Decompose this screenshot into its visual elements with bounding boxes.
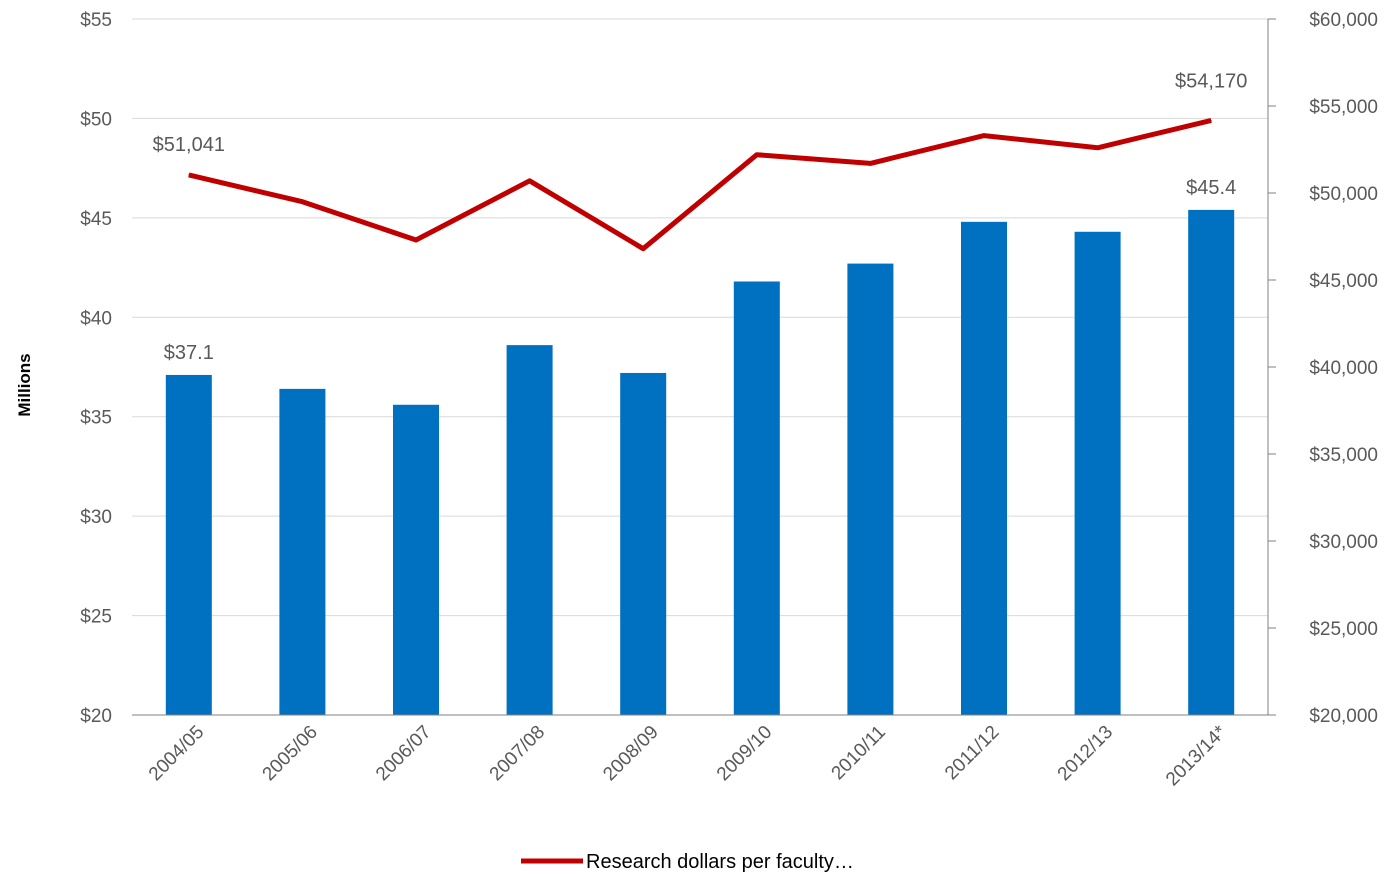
y2-tick-label: $50,000 (1309, 184, 1378, 205)
y-tick-label: $25 (80, 607, 112, 628)
y-tick-label: $30 (80, 507, 112, 528)
bar (165, 374, 212, 715)
y-tick-label: $50 (80, 109, 112, 130)
bar (847, 263, 894, 715)
x-tick-label: 2005/06 (259, 722, 322, 785)
line-point (301, 201, 303, 203)
data-labels: $37.1 $45.4 $51,041 $54,170 (153, 70, 1248, 364)
x-tick-label: 2011/12 (941, 722, 1003, 784)
y2-tick-label: $35,000 (1309, 445, 1378, 466)
bar-series (165, 209, 1235, 715)
y-axis-title: Millions (15, 353, 34, 416)
line-point (188, 174, 190, 176)
y-tick-label: $55 (80, 10, 112, 31)
y-tick-label: $20 (80, 706, 112, 727)
x-tick-label: 2004/05 (145, 722, 208, 785)
bar (961, 221, 1007, 715)
line-point (642, 248, 644, 250)
x-tick-label: 2012/13 (1054, 722, 1117, 785)
y-tick-label: $45 (80, 209, 112, 230)
line-series (188, 118, 1212, 252)
line-point (983, 135, 985, 137)
y-tick-label: $40 (80, 308, 112, 329)
line-point (415, 239, 417, 241)
line-point (869, 162, 871, 164)
bar (1188, 209, 1235, 715)
bar (1074, 231, 1121, 715)
y2-tick-label: $20,000 (1309, 706, 1378, 727)
bar (279, 388, 326, 715)
line-data-label: $51,041 (153, 134, 225, 156)
x-tick-label: 2007/08 (486, 722, 549, 785)
x-tick-label: 2006/07 (372, 722, 435, 785)
legend-label: Research dollars per faculty… (586, 851, 854, 873)
bar (733, 281, 780, 715)
line-point (756, 154, 758, 156)
x-tick-label: 2010/11 (828, 722, 890, 784)
x-tick-label: 2009/10 (713, 722, 776, 785)
bar-data-label: $45.4 (1186, 177, 1236, 199)
line-data-label: $54,170 (1175, 70, 1247, 92)
y2-tick-label: $40,000 (1309, 358, 1378, 379)
bar (506, 345, 553, 715)
y2-tick-label: $45,000 (1309, 271, 1378, 292)
y2-tick-label: $55,000 (1309, 97, 1378, 118)
bar (620, 372, 667, 715)
line-path (188, 118, 1212, 252)
x-tick-label: 2013/14* (1162, 721, 1231, 790)
x-tick-label: 2008/09 (599, 722, 662, 785)
y2-tick-label: $60,000 (1309, 10, 1378, 31)
legend: Research dollars per faculty… (521, 851, 854, 873)
bar (393, 404, 439, 715)
y-tick-label: $35 (80, 408, 112, 429)
y2-tick-label: $30,000 (1309, 532, 1378, 553)
y2-tick-label: $25,000 (1309, 619, 1378, 640)
line-point (1210, 119, 1212, 121)
line-point (1097, 147, 1099, 149)
bar-data-label: $37.1 (164, 342, 214, 364)
line-point (529, 180, 531, 182)
